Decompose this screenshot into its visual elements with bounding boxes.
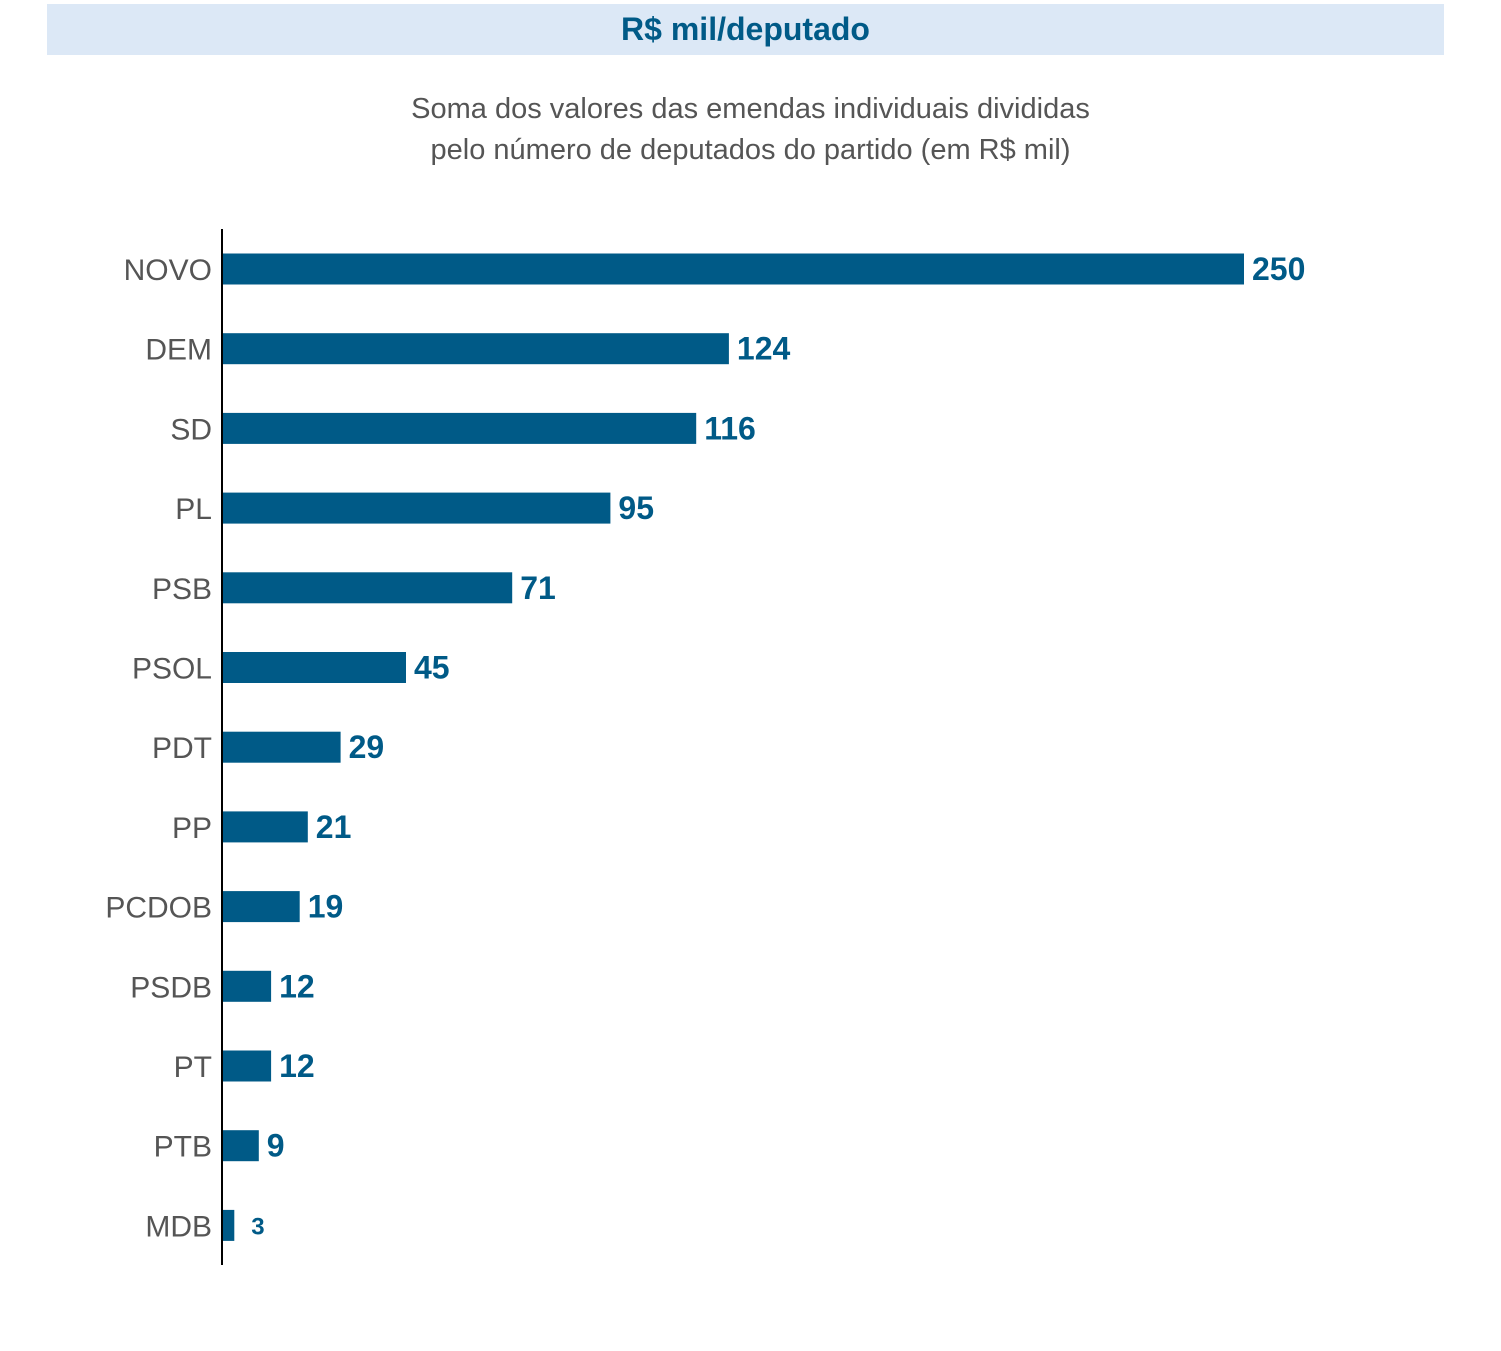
header-band: R$ mil/deputado <box>47 4 1444 55</box>
bar-pl <box>222 492 611 524</box>
category-label-pp: PP <box>172 812 212 845</box>
value-label-psb: 71 <box>520 570 556 606</box>
chart-title: R$ mil/deputado <box>621 11 870 47</box>
category-label-pl: PL <box>175 493 212 526</box>
value-label-ptb: 9 <box>267 1128 285 1164</box>
category-label-psol: PSOL <box>132 653 212 686</box>
value-label-pl: 95 <box>618 490 654 526</box>
bar-novo <box>222 253 1244 285</box>
category-label-novo: NOVO <box>124 254 212 287</box>
category-label-pcdob: PCDOB <box>105 892 212 925</box>
bar-psdb <box>222 970 272 1002</box>
value-label-psol: 45 <box>414 650 450 686</box>
chart-subtitle-line-2: pelo número de deputados do partido (em … <box>430 134 1071 166</box>
category-label-psb: PSB <box>152 573 212 606</box>
chart-subtitle-line-1: Soma dos valores das emendas individuais… <box>411 93 1090 125</box>
value-label-pp: 21 <box>316 809 352 845</box>
value-label-sd: 116 <box>704 410 756 446</box>
value-label-pdt: 29 <box>349 729 385 765</box>
bar-pcdob <box>222 891 300 923</box>
category-label-psdb: PSDB <box>130 971 212 1004</box>
category-label-dem: DEM <box>145 334 212 367</box>
bar-mdb <box>222 1209 235 1241</box>
category-label-pdt: PDT <box>152 732 212 765</box>
category-label-sd: SD <box>170 413 212 446</box>
bar-pp <box>222 811 308 843</box>
value-label-psdb: 12 <box>279 968 315 1004</box>
value-label-pt: 12 <box>279 1048 315 1084</box>
bar-psol <box>222 652 406 683</box>
value-label-novo: 250 <box>1252 251 1305 287</box>
bar-ptb <box>222 1130 259 1162</box>
category-label-mdb: MDB <box>145 1210 212 1243</box>
bar-sd <box>222 412 697 444</box>
bar-pdt <box>222 731 341 763</box>
bar-dem <box>222 333 729 365</box>
value-label-dem: 124 <box>737 331 791 367</box>
bar-pt <box>222 1050 272 1082</box>
bar-psb <box>222 572 513 604</box>
category-label-ptb: PTB <box>154 1131 212 1164</box>
value-label-pcdob: 19 <box>308 889 344 925</box>
category-label-pt: PT <box>174 1051 212 1084</box>
value-label-mdb: 3 <box>251 1213 264 1240</box>
